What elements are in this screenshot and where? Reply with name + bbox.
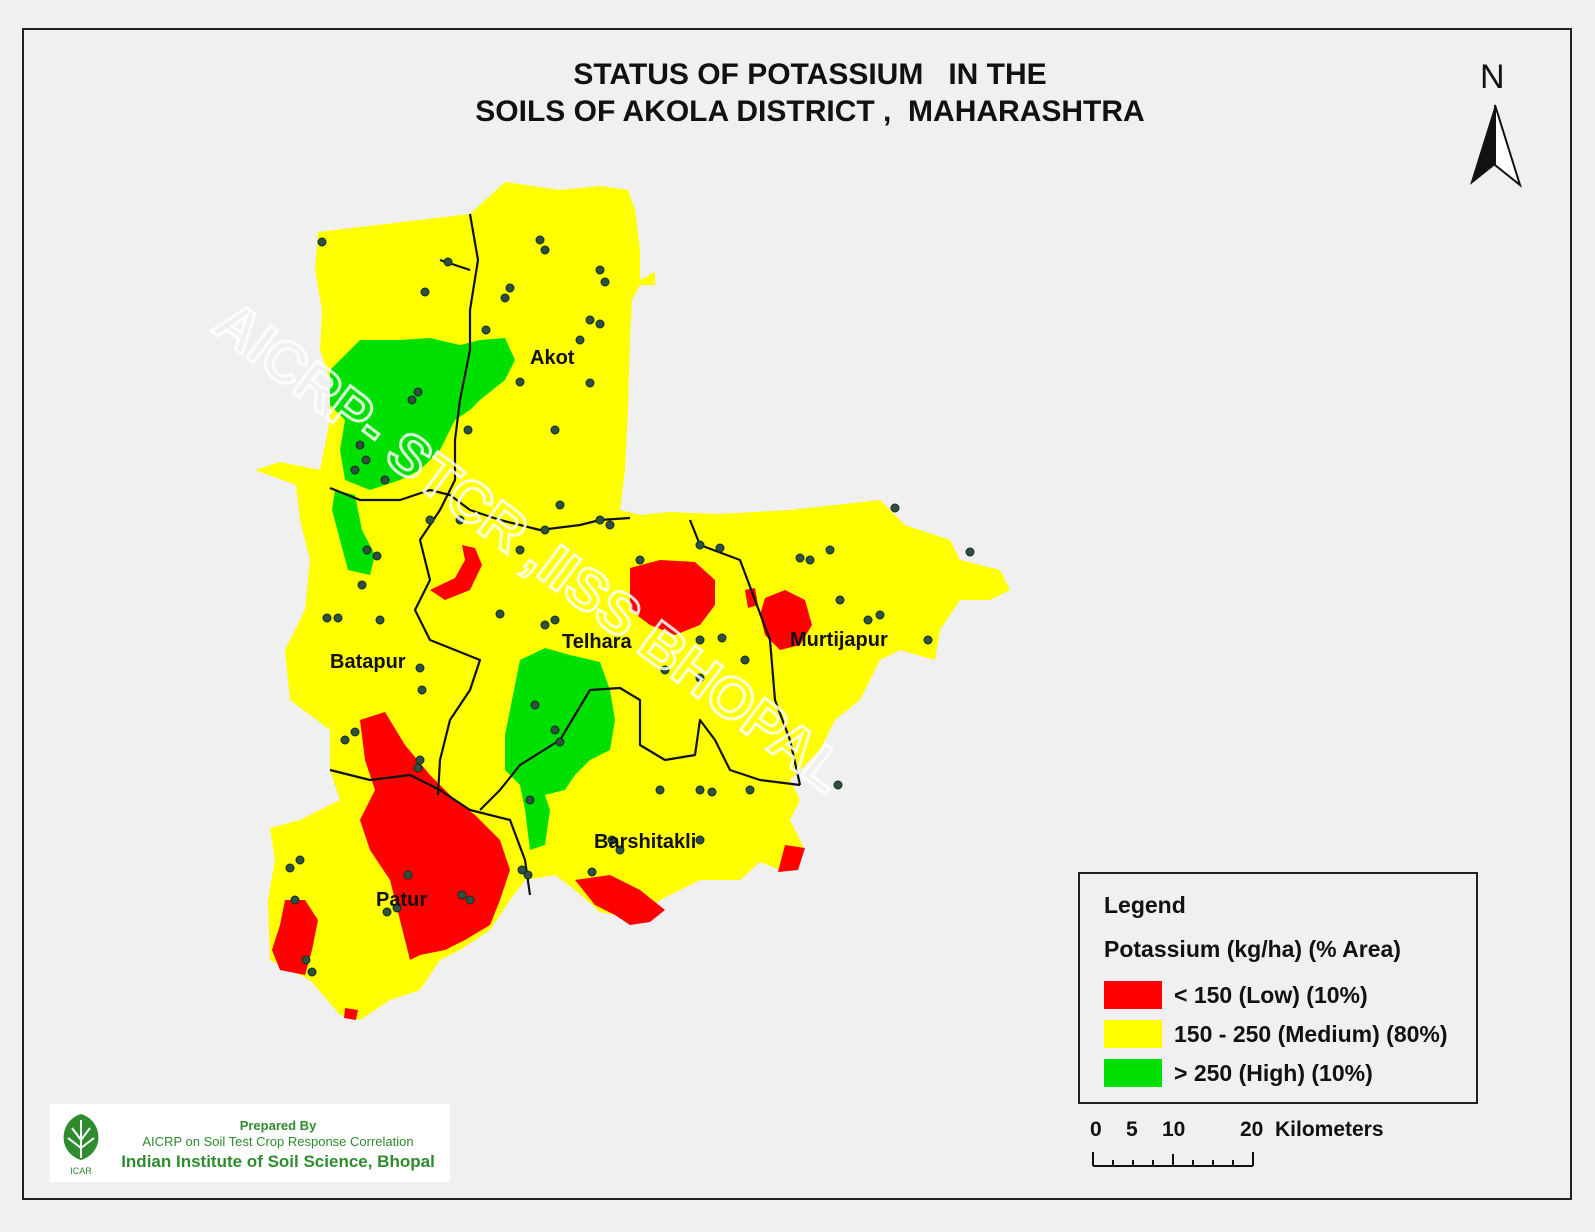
credit-prepared-by: Prepared By xyxy=(239,1118,317,1133)
icar-logo-icon: ICAR xyxy=(63,1114,99,1176)
credit-institute: Indian Institute of Soil Science, Bhopal xyxy=(121,1152,435,1171)
north-label: N xyxy=(1480,58,1505,96)
scale-tick-5: 5 xyxy=(1126,1118,1138,1141)
legend-item-high: > 250 (High) (10%) xyxy=(1104,1058,1373,1088)
map-title: STATUS OF POTASSIUM IN THE SOILS OF AKOL… xyxy=(475,58,1145,128)
north-arrow-icon xyxy=(1470,104,1522,188)
scale-tick-20: 20 xyxy=(1240,1118,1264,1141)
low-region-telhara-north xyxy=(630,560,715,635)
district-boundaries xyxy=(329,213,802,896)
low-region-arc xyxy=(430,545,482,600)
district-label-patur: Patur xyxy=(376,889,427,911)
high-region-batapur xyxy=(332,490,375,575)
district-label-batapur: Batapur xyxy=(330,651,406,673)
legend-label-high: > 250 (High) (10%) xyxy=(1174,1059,1373,1086)
legend-swatch-low xyxy=(1104,981,1162,1009)
scale-tick-0: 0 xyxy=(1090,1118,1102,1141)
legend-swatch-medium xyxy=(1104,1020,1162,1048)
legend: Legend Potassium (kg/ha) (% Area) < 150 … xyxy=(1078,872,1478,1104)
district-label-murtijapur: Murtijapur xyxy=(790,629,888,651)
legend-title: Legend xyxy=(1104,892,1186,918)
district-label-barshitakli: Barshitakli xyxy=(594,831,696,853)
scale-bar-ruler xyxy=(1092,1152,1254,1167)
district-label-telhara: Telhara xyxy=(562,631,633,653)
low-region-southeast xyxy=(778,845,805,872)
low-region-small-south xyxy=(344,1008,358,1020)
legend-subtitle: Potassium (kg/ha) (% Area) xyxy=(1104,936,1401,962)
legend-item-low: < 150 (Low) (10%) xyxy=(1104,980,1368,1010)
credit-box: ICAR Prepared By AICRP on Soil Test Crop… xyxy=(50,1104,450,1182)
legend-swatch-high xyxy=(1104,1059,1162,1087)
scale-unit: Kilometers xyxy=(1275,1118,1384,1141)
legend-label-low: < 150 (Low) (10%) xyxy=(1174,981,1368,1008)
high-region-akot xyxy=(330,338,515,490)
low-region-small-north xyxy=(745,588,758,608)
credit-project: AICRP on Soil Test Crop Response Correla… xyxy=(142,1134,414,1149)
low-region-murtijapur xyxy=(760,590,812,650)
sample-points xyxy=(285,235,975,977)
legend-label-medium: 150 - 250 (Medium) (80%) xyxy=(1174,1020,1448,1047)
scale-bar: 0 5 10 20 Kilometers xyxy=(1090,1118,1430,1178)
scale-tick-10: 10 xyxy=(1162,1118,1186,1141)
district-label-akot: Akot xyxy=(530,347,575,369)
icar-logo-text: ICAR xyxy=(70,1166,92,1176)
low-region-barshitakli xyxy=(575,875,665,925)
legend-item-medium: 150 - 250 (Medium) (80%) xyxy=(1104,1019,1448,1049)
